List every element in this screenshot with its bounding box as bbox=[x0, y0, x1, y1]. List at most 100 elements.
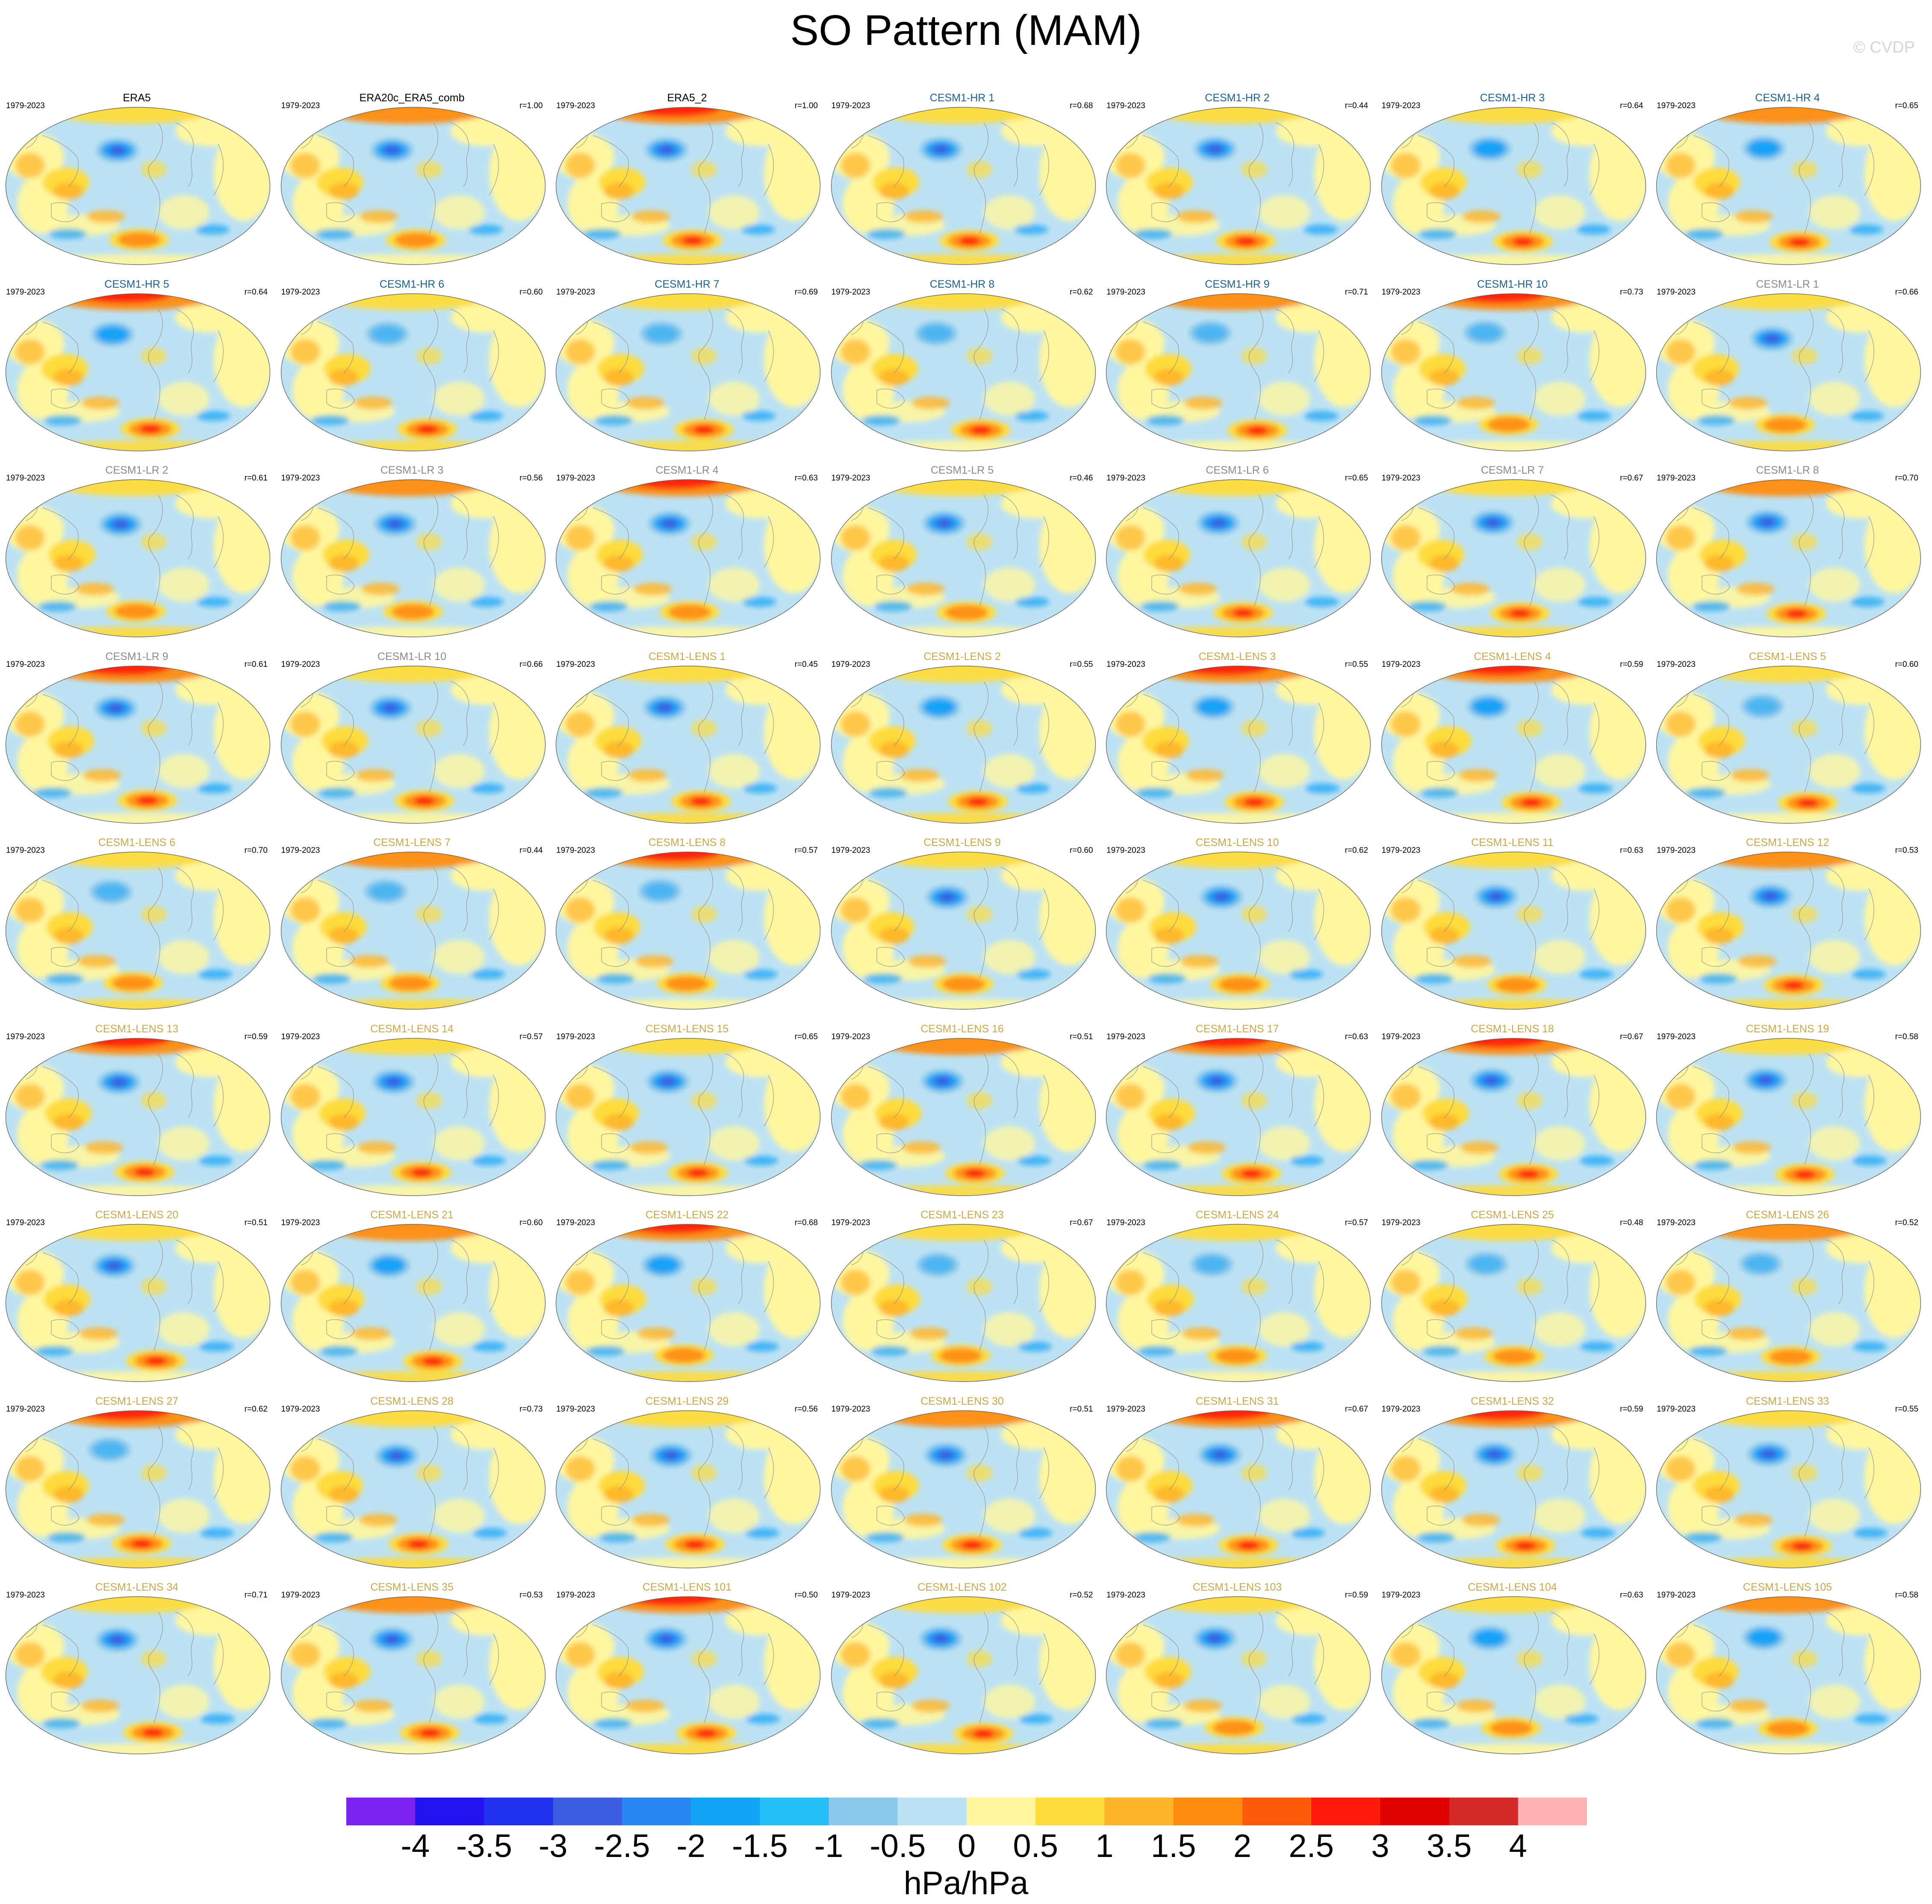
map-panel: CESM1-LENS 17 1979-2023 r=0.63 bbox=[1100, 1019, 1374, 1198]
panel-title: CESM1-LR 9 bbox=[105, 650, 168, 663]
panel-correlation: r=0.66 bbox=[1895, 287, 1918, 297]
map-panel: CESM1-HR 5 1979-2023 r=0.64 bbox=[0, 274, 274, 454]
robinson-map bbox=[280, 665, 546, 824]
robinson-map bbox=[831, 479, 1096, 637]
panel-correlation: r=0.73 bbox=[519, 1404, 543, 1414]
map-panel: CESM1-LR 9 1979-2023 r=0.61 bbox=[0, 646, 274, 826]
cvdp-watermark: © CVDP bbox=[1853, 38, 1915, 56]
map-panel: CESM1-LENS 30 1979-2023 r=0.51 bbox=[826, 1391, 1099, 1571]
panel-title: CESM1-LENS 26 bbox=[1746, 1209, 1829, 1221]
robinson-map bbox=[555, 293, 821, 451]
panel-period: 1979-2023 bbox=[281, 1404, 320, 1414]
panel-title: CESM1-HR 5 bbox=[104, 278, 169, 290]
map-panel: CESM1-LENS 21 1979-2023 r=0.60 bbox=[275, 1205, 549, 1384]
panel-period: 1979-2023 bbox=[831, 1218, 870, 1227]
panel-title: CESM1-LR 4 bbox=[655, 464, 719, 476]
robinson-map bbox=[1106, 1410, 1371, 1568]
panel-period: 1979-2023 bbox=[1106, 287, 1145, 297]
colorbar-tick-label: -4 bbox=[401, 1828, 430, 1864]
robinson-map bbox=[831, 1596, 1096, 1754]
colorbar bbox=[346, 1798, 1587, 1825]
panel-period: 1979-2023 bbox=[1381, 846, 1421, 855]
robinson-map bbox=[1106, 1224, 1371, 1382]
panel-correlation: r=0.62 bbox=[1345, 846, 1368, 855]
panel-title: CESM1-LENS 12 bbox=[1746, 837, 1829, 849]
panel-title: CESM1-LENS 28 bbox=[370, 1395, 454, 1407]
colorbar-swatch bbox=[622, 1798, 691, 1825]
panel-period: 1979-2023 bbox=[281, 287, 320, 297]
panel-period: 1979-2023 bbox=[1381, 287, 1421, 297]
robinson-map bbox=[280, 479, 546, 637]
panel-period: 1979-2023 bbox=[556, 660, 595, 669]
colorbar-swatch bbox=[484, 1798, 554, 1825]
panel-correlation: r=0.67 bbox=[1345, 1404, 1368, 1414]
robinson-map bbox=[280, 1596, 546, 1754]
map-panel: CESM1-LENS 34 1979-2023 r=0.71 bbox=[0, 1577, 274, 1757]
panel-period: 1979-2023 bbox=[6, 846, 45, 855]
robinson-map bbox=[5, 479, 271, 637]
map-panel: CESM1-LENS 27 1979-2023 r=0.62 bbox=[0, 1391, 274, 1571]
panel-title: CESM1-LENS 13 bbox=[95, 1023, 179, 1035]
robinson-map bbox=[1381, 1224, 1646, 1382]
robinson-map bbox=[1106, 1037, 1371, 1196]
panel-title: CESM1-LR 6 bbox=[1206, 464, 1269, 476]
robinson-map bbox=[5, 1037, 271, 1196]
panel-correlation: r=1.00 bbox=[794, 101, 818, 110]
panel-correlation: r=0.50 bbox=[794, 1591, 818, 1600]
colorbar-tick-label: 0.5 bbox=[1013, 1828, 1059, 1864]
panel-period: 1979-2023 bbox=[1381, 1404, 1421, 1414]
panel-correlation: r=0.63 bbox=[1620, 1591, 1643, 1600]
map-panel: CESM1-LENS 18 1979-2023 r=0.67 bbox=[1376, 1019, 1649, 1198]
panel-correlation: r=0.55 bbox=[1895, 1404, 1918, 1414]
map-panel: CESM1-HR 10 1979-2023 r=0.73 bbox=[1376, 274, 1649, 454]
panel-title: CESM1-LR 5 bbox=[930, 464, 994, 476]
colorbar-tick-label: -0.5 bbox=[870, 1828, 926, 1864]
colorbar-units: hPa/hPa bbox=[903, 1865, 1029, 1901]
colorbar-tick-label: -3.5 bbox=[456, 1828, 512, 1864]
panel-period: 1979-2023 bbox=[556, 287, 595, 297]
panel-correlation: r=0.70 bbox=[244, 846, 268, 855]
robinson-map bbox=[555, 1596, 821, 1754]
panel-title: CESM1-LENS 29 bbox=[645, 1395, 729, 1407]
map-panel: CESM1-LENS 25 1979-2023 r=0.48 bbox=[1376, 1205, 1649, 1384]
colorbar-tick-label: 0 bbox=[957, 1828, 976, 1864]
colorbar-swatch bbox=[829, 1798, 898, 1825]
panel-period: 1979-2023 bbox=[556, 101, 595, 110]
panel-period: 1979-2023 bbox=[556, 1404, 595, 1414]
panel-title: CESM1-HR 7 bbox=[655, 278, 720, 290]
robinson-map bbox=[1656, 293, 1921, 451]
panel-correlation: r=0.60 bbox=[1070, 846, 1093, 855]
panel-title: CESM1-HR 6 bbox=[379, 278, 445, 290]
panel-correlation: r=0.56 bbox=[519, 474, 543, 483]
panel-title: CESM1-LENS 22 bbox=[645, 1209, 729, 1221]
panel-title: CESM1-LR 10 bbox=[377, 650, 447, 663]
map-panel: CESM1-LENS 23 1979-2023 r=0.67 bbox=[826, 1205, 1099, 1384]
colorbar-swatch bbox=[691, 1798, 760, 1825]
panel-title: CESM1-LR 8 bbox=[1756, 464, 1819, 476]
panel-period: 1979-2023 bbox=[556, 1032, 595, 1041]
panel-title: CESM1-LENS 10 bbox=[1195, 837, 1279, 849]
panel-correlation: r=0.68 bbox=[1070, 101, 1093, 110]
robinson-map bbox=[1381, 479, 1646, 637]
robinson-map bbox=[280, 293, 546, 451]
panel-correlation: r=0.73 bbox=[1620, 287, 1643, 297]
panel-correlation: r=0.65 bbox=[1345, 474, 1368, 483]
panel-correlation: r=0.63 bbox=[794, 474, 818, 483]
panel-correlation: r=0.58 bbox=[1895, 1591, 1918, 1600]
panel-period: 1979-2023 bbox=[1106, 846, 1145, 855]
colorbar-tick-label: 2.5 bbox=[1289, 1828, 1334, 1864]
map-panel: CESM1-LENS 24 1979-2023 r=0.57 bbox=[1100, 1205, 1374, 1384]
panel-period: 1979-2023 bbox=[1657, 1032, 1696, 1041]
panel-correlation: r=0.70 bbox=[1895, 474, 1918, 483]
panel-title: CESM1-LENS 33 bbox=[1746, 1395, 1829, 1407]
panel-title: ERA20c_ERA5_comb bbox=[359, 92, 465, 104]
panel-period: 1979-2023 bbox=[1381, 101, 1421, 110]
panel-correlation: r=1.00 bbox=[519, 101, 543, 110]
panel-period: 1979-2023 bbox=[556, 474, 595, 483]
map-panel: CESM1-LENS 102 1979-2023 r=0.52 bbox=[826, 1577, 1099, 1757]
panel-period: 1979-2023 bbox=[831, 101, 870, 110]
colorbar-tick-label: 4 bbox=[1509, 1828, 1527, 1864]
panel-correlation: r=0.60 bbox=[519, 287, 543, 297]
colorbar-swatch bbox=[553, 1798, 622, 1825]
panel-correlation: r=0.51 bbox=[244, 1218, 268, 1227]
